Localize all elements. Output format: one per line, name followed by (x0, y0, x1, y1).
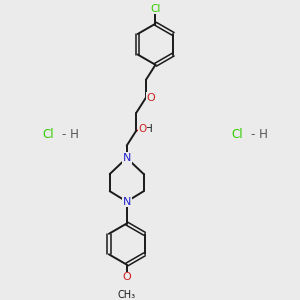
Text: N: N (122, 153, 131, 163)
Text: O: O (146, 93, 155, 103)
Text: N: N (122, 196, 131, 207)
Text: Cl: Cl (43, 128, 54, 141)
Text: N: N (122, 153, 131, 163)
Text: CH₃: CH₃ (118, 290, 136, 300)
Text: H: H (145, 124, 152, 134)
Text: O: O (138, 124, 146, 134)
Text: - H: - H (62, 128, 79, 141)
Text: - H: - H (251, 128, 268, 141)
Text: Cl: Cl (150, 4, 161, 14)
Text: O: O (122, 272, 131, 283)
Text: Cl: Cl (232, 128, 244, 141)
Text: N: N (122, 196, 131, 207)
